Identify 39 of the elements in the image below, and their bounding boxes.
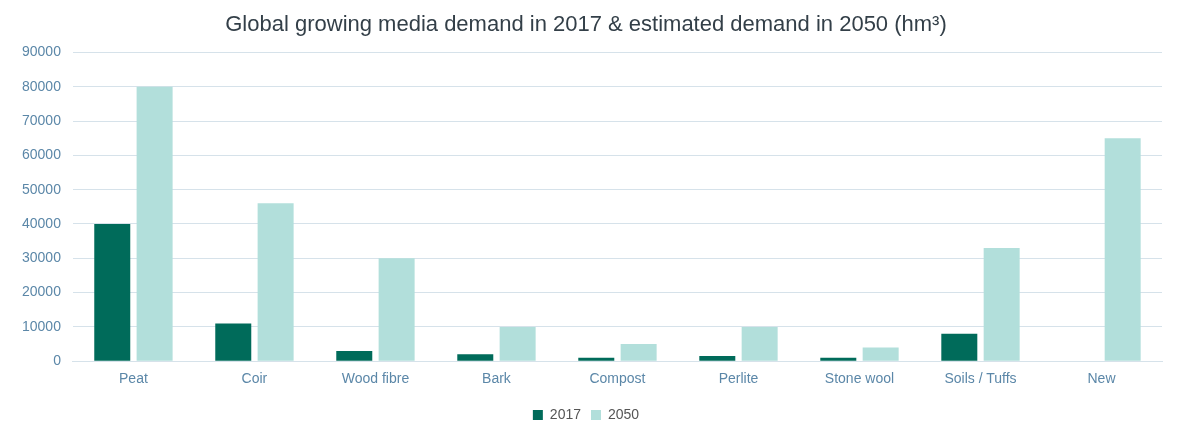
- bar: [741, 326, 778, 361]
- bar: [862, 347, 899, 361]
- y-tick-label: 30000: [21, 249, 62, 266]
- y-tick-label: 10000: [21, 317, 62, 334]
- bar: [94, 223, 131, 361]
- chart-title: Global growing media demand in 2017 & estimated demand in 2050 (hm³): [225, 11, 947, 37]
- x-tick-label: Perlite: [718, 370, 759, 387]
- bar: [983, 247, 1020, 361]
- bar: [215, 323, 252, 361]
- x-tick-label: Peat: [119, 370, 148, 387]
- bar: [699, 356, 736, 361]
- x-tick-label: Coir: [241, 370, 268, 387]
- bar: [620, 344, 657, 361]
- y-tick-label: 60000: [21, 146, 62, 163]
- legend-label: 2050: [608, 405, 640, 422]
- y-tick-label: 0: [53, 352, 62, 369]
- x-tick-label: New: [1087, 370, 1117, 387]
- bar: [1104, 138, 1141, 361]
- x-tick-label: Soils / Tuffs: [944, 370, 1017, 387]
- y-tick-label: 90000: [21, 43, 62, 60]
- bar: [941, 333, 978, 361]
- bar: [578, 357, 615, 361]
- legend-label: 2017: [549, 405, 582, 422]
- y-tick-label: 80000: [21, 77, 62, 94]
- y-tick-label: 20000: [21, 283, 62, 300]
- x-tick-label: Compost: [589, 370, 646, 387]
- bar: [257, 203, 294, 361]
- x-tick-label: Wood fibre: [341, 370, 410, 387]
- y-tick-label: 50000: [21, 180, 62, 197]
- bar: [378, 258, 415, 361]
- bar: [499, 326, 536, 361]
- x-tick-label: Stone wool: [824, 370, 895, 387]
- y-tick-label: 70000: [21, 111, 62, 128]
- bar: [457, 354, 494, 361]
- bar: [136, 86, 173, 361]
- y-tick-label: 40000: [21, 214, 62, 231]
- x-tick-label: Bark: [482, 370, 512, 387]
- bar: [336, 350, 373, 361]
- bar: [820, 357, 857, 361]
